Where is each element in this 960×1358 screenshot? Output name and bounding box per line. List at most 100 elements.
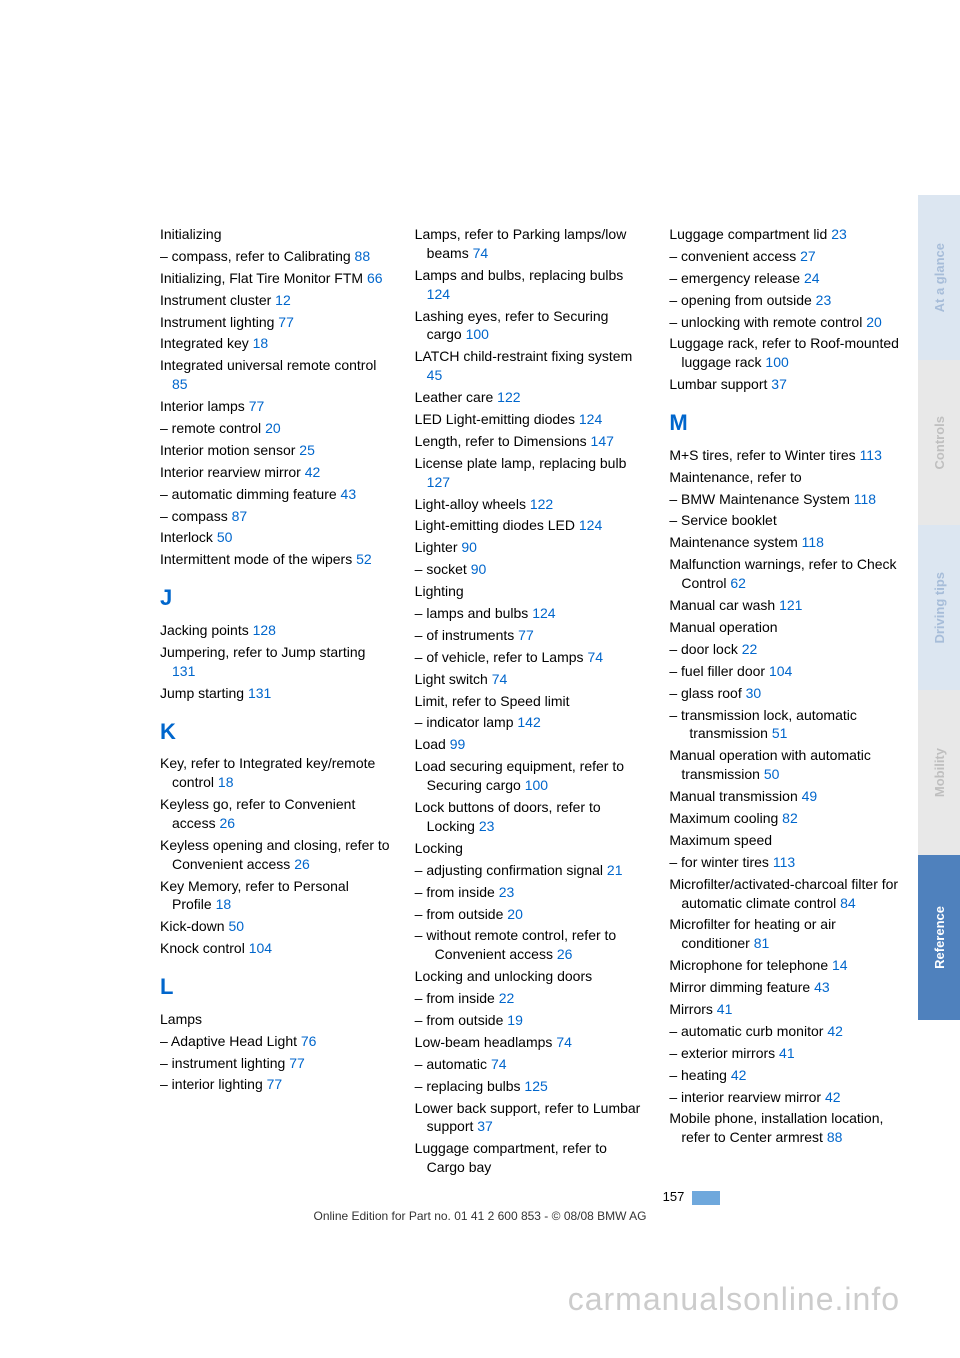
page-reference-link[interactable]: 42 <box>827 1023 843 1039</box>
page-reference-link[interactable]: 76 <box>301 1033 317 1049</box>
page-reference-link[interactable]: 100 <box>466 326 489 342</box>
page-reference-link[interactable]: 23 <box>479 818 495 834</box>
page-reference-link[interactable]: 62 <box>730 575 746 591</box>
page-reference-link[interactable]: 50 <box>217 529 233 545</box>
page-reference-link[interactable]: 20 <box>507 906 523 922</box>
index-entry-text: Interior motion sensor <box>160 442 295 458</box>
page-reference-link[interactable]: 52 <box>356 551 372 567</box>
index-entry: Low-beam headlamps 74 <box>415 1033 646 1052</box>
page-reference-link[interactable]: 43 <box>814 979 830 995</box>
page-reference-link[interactable]: 51 <box>772 725 788 741</box>
page-reference-link[interactable]: 14 <box>832 957 848 973</box>
page-reference-link[interactable]: 122 <box>497 389 520 405</box>
page-reference-link[interactable]: 45 <box>427 367 443 383</box>
page-reference-link[interactable]: 88 <box>355 248 371 264</box>
index-entry: Mirrors 41 <box>669 1000 900 1019</box>
page-reference-link[interactable]: 66 <box>367 270 383 286</box>
page-reference-link[interactable]: 22 <box>742 641 758 657</box>
page-reference-link[interactable]: 18 <box>218 774 234 790</box>
page-reference-link[interactable]: 41 <box>779 1045 795 1061</box>
page-reference-link[interactable]: 124 <box>427 286 450 302</box>
page-reference-link[interactable]: 87 <box>232 508 248 524</box>
page-reference-link[interactable]: 104 <box>769 663 792 679</box>
page-reference-link[interactable]: 125 <box>524 1078 547 1094</box>
page-reference-link[interactable]: 81 <box>754 935 770 951</box>
index-entry: Key Memory, refer to Personal Profile 18 <box>160 877 391 915</box>
page-reference-link[interactable]: 131 <box>248 685 271 701</box>
page-reference-link[interactable]: 74 <box>491 1056 507 1072</box>
page-reference-link[interactable]: 26 <box>294 856 310 872</box>
page-reference-link[interactable]: 88 <box>827 1129 843 1145</box>
page-reference-link[interactable]: 82 <box>782 810 798 826</box>
page-reference-link[interactable]: 77 <box>289 1055 305 1071</box>
page-reference-link[interactable]: 90 <box>461 539 477 555</box>
page-reference-link[interactable]: 26 <box>219 815 235 831</box>
page-reference-link[interactable]: 85 <box>172 376 188 392</box>
page-reference-link[interactable]: 42 <box>305 464 321 480</box>
page-reference-link[interactable]: 122 <box>530 496 553 512</box>
page-reference-link[interactable]: 24 <box>804 270 820 286</box>
page-reference-link[interactable]: 118 <box>802 534 824 550</box>
page-reference-link[interactable]: 12 <box>275 292 291 308</box>
page-reference-link[interactable]: 27 <box>800 248 816 264</box>
page-reference-link[interactable]: 37 <box>477 1118 493 1134</box>
page-reference-link[interactable]: 22 <box>499 990 515 1006</box>
page-reference-link[interactable]: 50 <box>764 766 780 782</box>
page-reference-link[interactable]: 74 <box>473 245 489 261</box>
page-reference-link[interactable]: 26 <box>557 946 573 962</box>
page-reference-link[interactable]: 77 <box>267 1076 283 1092</box>
page-reference-link[interactable]: 20 <box>866 314 882 330</box>
page-reference-link[interactable]: 18 <box>216 896 232 912</box>
page-reference-link[interactable]: 100 <box>765 354 788 370</box>
page-reference-link[interactable]: 42 <box>731 1067 747 1083</box>
section-tab[interactable]: Reference <box>918 855 960 1020</box>
page-reference-link[interactable]: 20 <box>265 420 281 436</box>
section-tab[interactable]: Controls <box>918 360 960 525</box>
index-entry: Lower back support, refer to Lumbar supp… <box>415 1099 646 1137</box>
section-tab[interactable]: Mobility <box>918 690 960 855</box>
page-reference-link[interactable]: 90 <box>471 561 487 577</box>
index-entry-text: Lumbar support <box>669 376 767 392</box>
page-reference-link[interactable]: 100 <box>525 777 548 793</box>
page-reference-link[interactable]: 77 <box>249 398 265 414</box>
page-reference-link[interactable]: 113 <box>860 447 882 463</box>
index-entry: Load 99 <box>415 735 646 754</box>
page-reference-link[interactable]: 30 <box>746 685 762 701</box>
page-reference-link[interactable]: 124 <box>579 411 602 427</box>
page-reference-link[interactable]: 142 <box>517 714 540 730</box>
section-tab[interactable]: At a glance <box>918 195 960 360</box>
page-reference-link[interactable]: 42 <box>825 1089 841 1105</box>
page-reference-link[interactable]: 124 <box>532 605 555 621</box>
page-reference-link[interactable]: 49 <box>802 788 818 804</box>
page-reference-link[interactable]: 41 <box>717 1001 733 1017</box>
page-reference-link[interactable]: 121 <box>779 597 802 613</box>
page-reference-link[interactable]: 84 <box>840 895 856 911</box>
page-reference-link[interactable]: 147 <box>591 433 614 449</box>
page-reference-link[interactable]: 50 <box>228 918 244 934</box>
page-reference-link[interactable]: 23 <box>831 226 847 242</box>
index-entry-text: Lashing eyes, refer to Securing cargo <box>415 308 609 343</box>
page-reference-link[interactable]: 25 <box>299 442 315 458</box>
page-reference-link[interactable]: 74 <box>587 649 603 665</box>
page-reference-link[interactable]: 127 <box>427 474 450 490</box>
page-reference-link[interactable]: 19 <box>507 1012 523 1028</box>
page-reference-link[interactable]: 99 <box>450 736 466 752</box>
page-reference-link[interactable]: 113 <box>773 854 795 870</box>
page-reference-link[interactable]: 124 <box>579 517 602 533</box>
page-reference-link[interactable]: 131 <box>172 663 195 679</box>
section-tab[interactable]: Driving tips <box>918 525 960 690</box>
page-reference-link[interactable]: 77 <box>278 314 294 330</box>
page-reference-link[interactable]: 74 <box>492 671 508 687</box>
page-reference-link[interactable]: 118 <box>854 491 876 507</box>
page-reference-link[interactable]: 43 <box>341 486 357 502</box>
index-entry: LATCH child-restraint fixing system 45 <box>415 347 646 385</box>
page-reference-link[interactable]: 74 <box>556 1034 572 1050</box>
page-reference-link[interactable]: 23 <box>816 292 832 308</box>
page-reference-link[interactable]: 77 <box>518 627 534 643</box>
page-reference-link[interactable]: 23 <box>499 884 515 900</box>
page-reference-link[interactable]: 104 <box>249 940 272 956</box>
page-reference-link[interactable]: 37 <box>771 376 787 392</box>
page-reference-link[interactable]: 21 <box>607 862 623 878</box>
page-reference-link[interactable]: 18 <box>253 335 269 351</box>
page-reference-link[interactable]: 128 <box>253 622 276 638</box>
